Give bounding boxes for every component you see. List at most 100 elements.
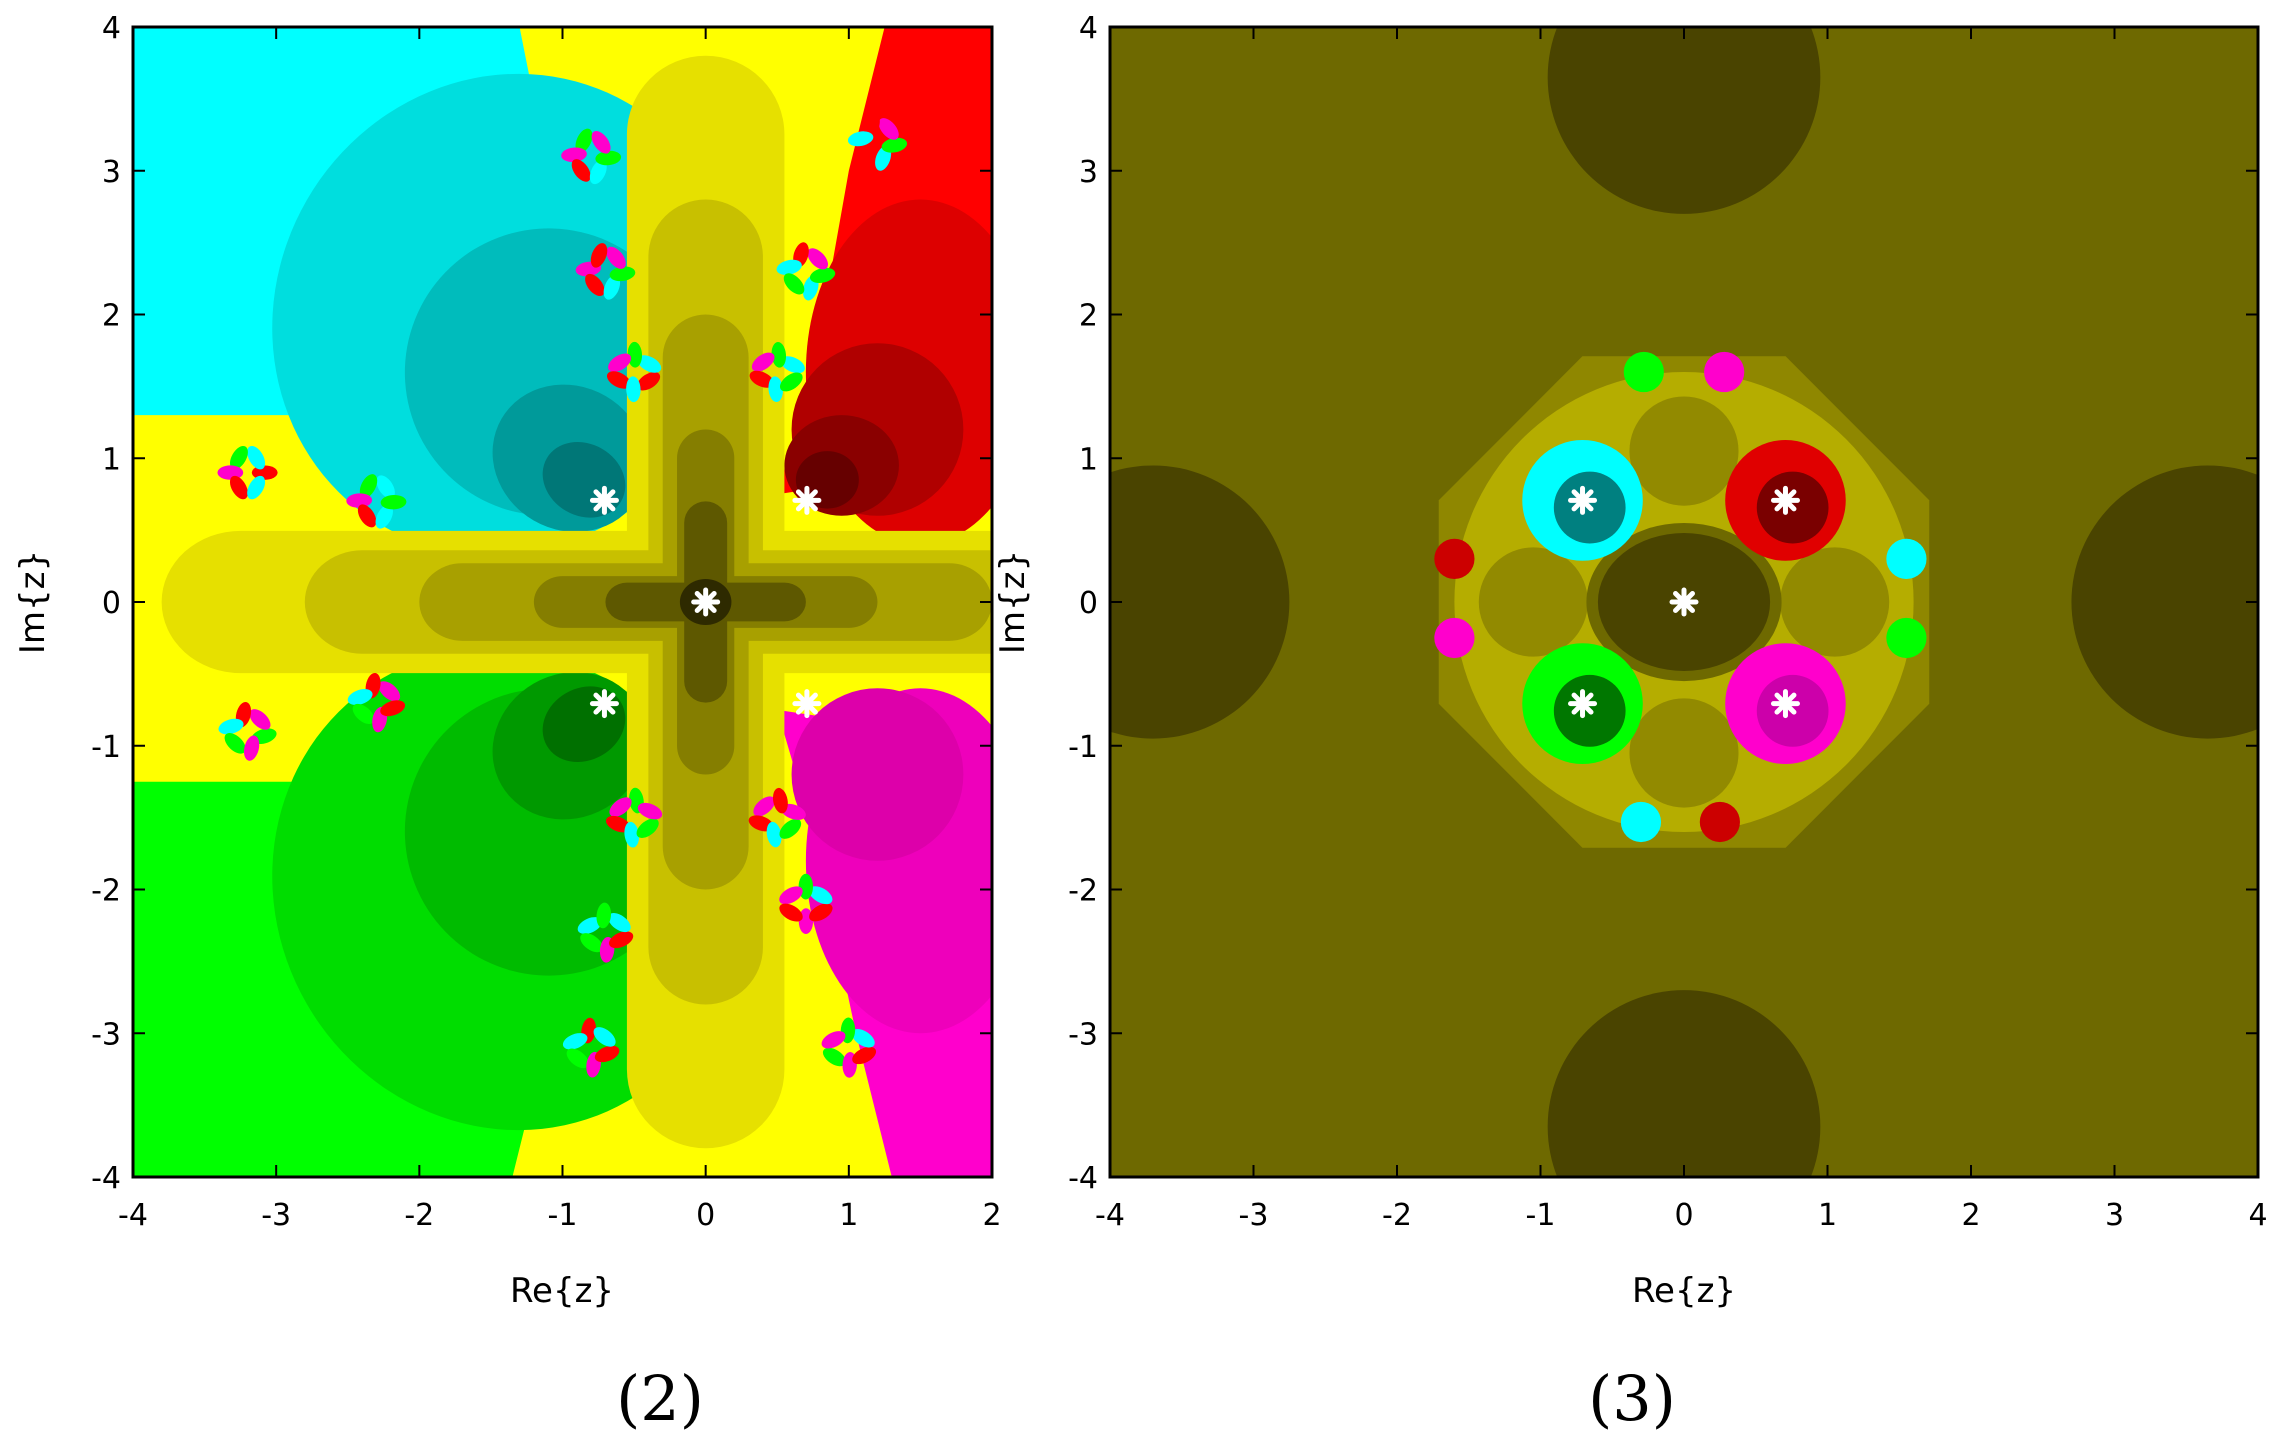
x-axis-panel-2: -4 -3 -2 -1 0 1 2 [118,27,1002,1233]
root-marker-2 [1568,485,1598,515]
magenta-level-1 [791,688,964,861]
boundary-petal [809,903,833,922]
root-marker-2 [589,485,619,515]
boundary-petal [593,1027,616,1047]
boundary-petal [380,494,407,510]
boundary-petal [637,355,662,373]
boundary-petal [608,913,631,933]
boundary-petal [605,815,631,833]
boundary-petal [247,445,266,470]
far-lobe-3 [2071,465,2258,739]
boundary-petal [779,903,803,922]
boundary-disc-3 [1434,617,1475,659]
basin-image-panel-2 [133,27,992,1177]
boundary-petal [561,147,587,163]
x-axis-title-panel-3: Re{z} [1632,1271,1736,1311]
boundary-petal [229,445,248,470]
y-axis-title-panel-2: Im{z} [13,550,53,654]
boundary-petal [380,700,406,717]
y-axis-panel-2: -4 -3 -2 -1 0 1 2 3 4 [91,11,992,1196]
y-tick-label: 4 [102,11,121,46]
boundary-petal [637,802,663,820]
boundary-petal [595,150,622,166]
boundary-petal [594,1045,620,1063]
boundary-petal [378,681,401,702]
panel-label-3: (3) [1588,1362,1676,1435]
root-marker-0 [1669,587,1699,617]
x-tick-label: 0 [1674,1198,1693,1233]
boundary-petal [851,1028,875,1048]
x-tick-label: 4 [2248,1198,2267,1233]
boundary-petal [218,718,244,735]
x-tick-label: 1 [1818,1198,1837,1233]
boundary-petal [772,787,788,814]
y-axis-title-panel-3: Im{z} [993,550,1033,654]
boundary-petal [606,246,626,269]
panel-label-2: (2) [616,1362,704,1435]
boundary-petal [591,131,611,154]
x-tick-label: 3 [2105,1198,2124,1233]
boundary-petal [809,886,833,905]
root-marker-stroke [795,489,818,512]
boundary-petal [571,159,591,182]
boundary-petal [881,137,908,153]
y-axis-panel-3: -4 -3 -2 -1 0 1 2 3 4 [1068,11,2258,1196]
far-lobe-1 [1547,990,1821,1177]
boundary-disc-1 [1704,351,1745,393]
boundary-petal [749,370,774,388]
boundary-petal [608,353,632,372]
x-axis-title-panel-2: Re{z} [510,1271,614,1311]
boundary-petal [609,266,636,282]
boundary-petal [247,475,266,500]
boundary-petal [243,735,260,761]
boundary-disc-4 [1886,538,1927,579]
y-tick-label: 1 [1079,442,1098,477]
y-tick-label: 3 [102,155,121,190]
root-marker-stroke [1571,692,1594,715]
y-tick-label: 1 [102,442,121,477]
root-markers-panel-3 [1568,485,1800,719]
boundary-petal [608,931,634,949]
root-marker-stroke [1774,489,1797,512]
plot-panel-2: -4 -3 -2 -1 0 1 2 -4 -3 -2 -1 0 1 2 3 4 Re{z} Im{z} (2… [13,11,1002,1435]
boundary-petal [224,732,246,754]
boundary-petal [878,118,899,140]
y-tick-label: 4 [1079,11,1098,46]
x-tick-label: -3 [261,1198,291,1233]
boundary-petal [566,1048,589,1069]
boundary-petal [357,504,377,528]
far-lobe-2 [1110,465,1290,739]
boundary-petal [606,371,631,389]
y-tick-label: 0 [102,586,121,621]
y-tick-label: 2 [102,299,121,334]
boundary-petal [626,376,641,403]
boundary-petal [352,703,375,725]
x-tick-label: 1 [839,1198,858,1233]
root-markers-panel-2 [589,485,822,719]
x-tick-label: -4 [1095,1198,1125,1233]
boundary-petal [809,267,836,284]
olive-lobe-1 [1629,698,1739,808]
boundary-petal [637,372,661,391]
x-tick-label: -2 [404,1198,434,1233]
boundary-petal [359,474,378,498]
boundary-petal [249,709,271,730]
y-tick-label: -4 [1068,1161,1098,1196]
boundary-disc-0 [1623,351,1664,393]
y-tick-label: 2 [1079,299,1098,334]
boundary-petal [589,159,607,185]
boundary-petal [636,818,659,838]
boundary-disc-2 [1434,538,1475,579]
boundary-petal [753,796,776,817]
boundary-petal [776,259,802,275]
root-marker-1 [1770,485,1800,515]
root-marker-3 [1568,689,1598,719]
olive-lobe-2 [1478,547,1588,657]
x-tick-label: -2 [1382,1198,1412,1233]
boundary-disc-6 [1620,801,1662,843]
boundary-petal [347,689,373,706]
boundary-petal [807,248,829,270]
boundary-disc-7 [1699,801,1740,843]
x-tick-label: 0 [696,1198,715,1233]
